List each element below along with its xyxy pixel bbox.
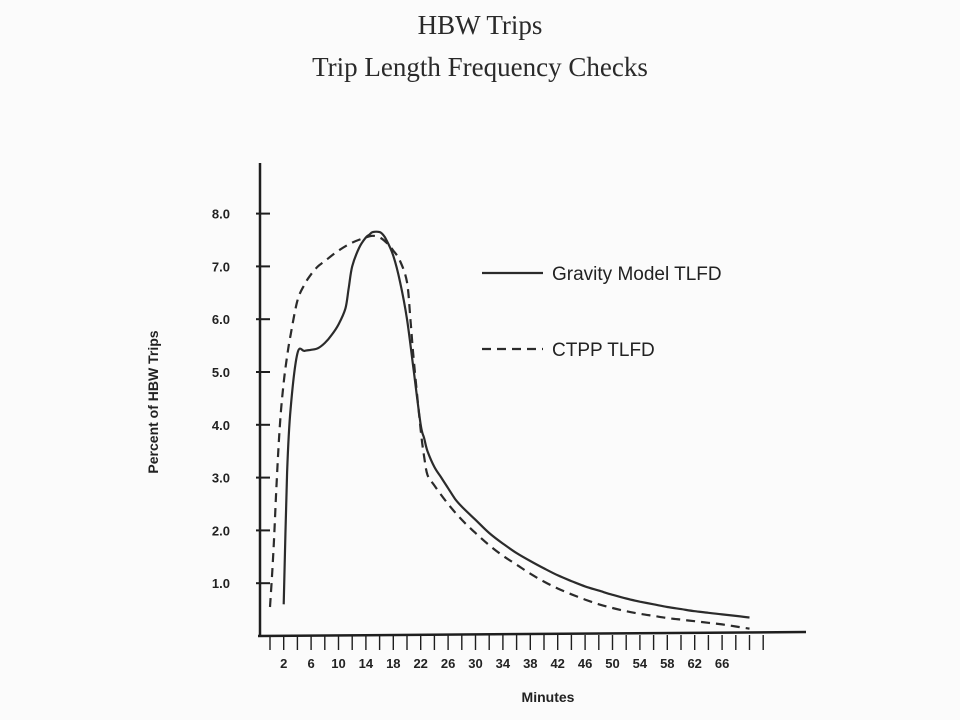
x-tick-label: 50 <box>605 656 619 671</box>
legend-label-gravity: Gravity Model TLFD <box>552 264 722 285</box>
axes <box>257 163 807 638</box>
x-tick-label: 34 <box>496 656 511 671</box>
chart-subtitle: Trip Length Frequency Checks <box>312 52 648 82</box>
x-tick-label: 38 <box>523 656 537 671</box>
chart-title: HBW Trips <box>418 10 543 40</box>
x-ticks: 2 6 10 14 18 22 26 30 34 38 42 46 50 54 58 62 66 <box>269 635 764 671</box>
y-tick-label: 5.0 <box>212 365 230 380</box>
series-layer <box>268 230 750 630</box>
x-tick-label: 42 <box>550 656 564 671</box>
x-tick-label: 6 <box>307 656 314 671</box>
x-tick-label: 54 <box>633 656 648 671</box>
x-tick-label: 14 <box>359 656 374 671</box>
x-tick-label: 46 <box>578 656 592 671</box>
y-tick-label: 7.0 <box>212 259 230 274</box>
y-tick-label: 8.0 <box>212 207 230 222</box>
x-tick-label: 66 <box>715 656 729 671</box>
x-axis-label: Minutes <box>522 689 575 705</box>
legend: Gravity Model TLFD CTPP TLFD <box>482 264 722 361</box>
y-tick-label: 3.0 <box>212 471 230 486</box>
series-line-ctpp <box>268 234 750 630</box>
y-tick-label: 1.0 <box>212 576 230 591</box>
x-tick-label: 10 <box>331 656 345 671</box>
y-tick-label: 2.0 <box>212 523 230 538</box>
legend-label-ctpp: CTPP TLFD <box>552 340 655 361</box>
x-tick-label: 58 <box>660 656 674 671</box>
y-axis-label: Percent of HBW Trips <box>145 330 161 473</box>
x-tick-label: 30 <box>468 656 482 671</box>
y-tick-label: 6.0 <box>212 312 230 327</box>
series-line-gravity-model <box>282 230 750 619</box>
x-tick-label: 26 <box>441 656 455 671</box>
x-tick-label: 62 <box>687 656 701 671</box>
x-axis-line <box>257 630 807 638</box>
x-tick-label: 2 <box>280 656 287 671</box>
x-tick-label: 18 <box>386 656 400 671</box>
y-ticks: 1.0 2.0 3.0 4.0 5.0 6.0 7.0 8.0 <box>212 207 270 591</box>
x-tick-label: 22 <box>413 656 427 671</box>
y-tick-label: 4.0 <box>212 418 230 433</box>
